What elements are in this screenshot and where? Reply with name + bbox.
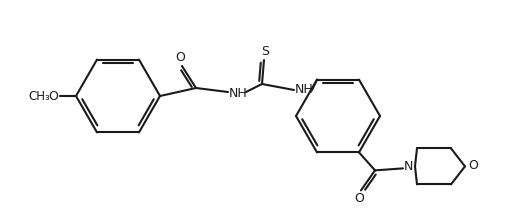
Text: S: S <box>261 45 269 58</box>
Text: NH: NH <box>228 86 247 99</box>
Text: NH: NH <box>295 82 313 95</box>
Text: O: O <box>354 192 364 205</box>
Text: O: O <box>48 90 58 103</box>
Text: N: N <box>403 160 413 173</box>
Text: O: O <box>468 159 478 172</box>
Text: O: O <box>175 50 185 63</box>
Text: CH₃: CH₃ <box>28 90 50 103</box>
